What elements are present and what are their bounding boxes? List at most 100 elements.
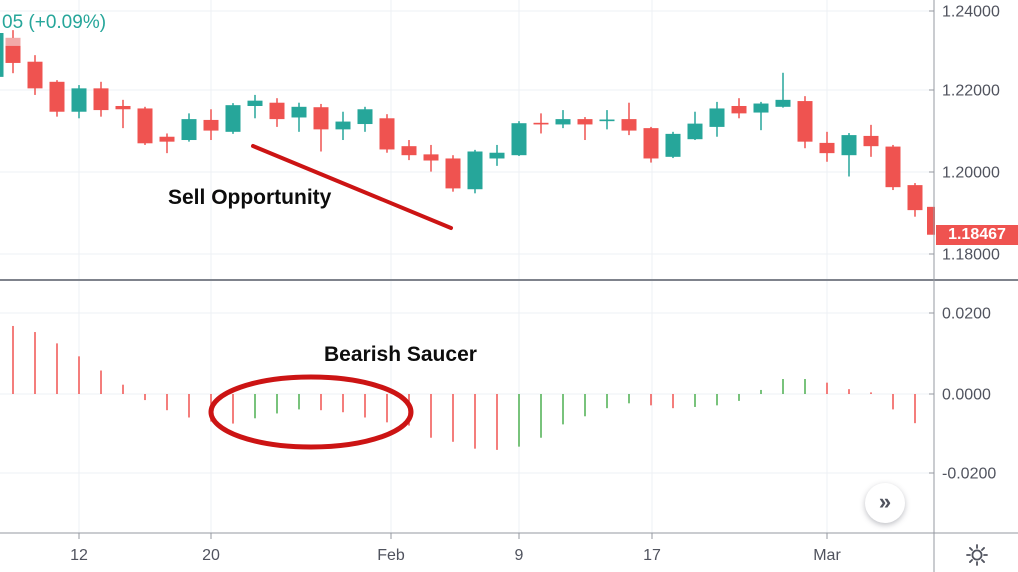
double-chevron-right-icon: » [878, 489, 892, 514]
candle[interactable] [71, 85, 87, 119]
candle[interactable] [335, 111, 351, 141]
candle[interactable] [819, 131, 835, 162]
candle[interactable] [49, 80, 65, 117]
scroll-to-realtime-button[interactable]: » [865, 483, 905, 523]
candle-body [225, 105, 241, 132]
candle[interactable] [115, 99, 131, 129]
candle-body [357, 109, 373, 125]
candle-body [511, 123, 527, 156]
candle-body [181, 119, 197, 141]
candle[interactable] [203, 109, 219, 141]
candle[interactable] [357, 106, 373, 132]
candle-body [0, 33, 4, 77]
price-tick-label: 1.24000 [942, 4, 1000, 21]
candle-body [885, 146, 901, 188]
candle[interactable] [621, 102, 637, 136]
price-tick-label: -0.0200 [942, 466, 996, 483]
trendline-annotation[interactable] [251, 144, 453, 230]
candle-body [775, 99, 791, 107]
ellipse-annotation[interactable] [208, 374, 414, 450]
candle-body [159, 136, 175, 142]
candle-body [731, 105, 747, 114]
candle-body [819, 142, 835, 154]
time-tick-label: 17 [643, 547, 661, 564]
candle[interactable] [489, 144, 505, 166]
price-tick-label: 1.18000 [942, 247, 1000, 264]
candle[interactable] [511, 121, 527, 157]
candle-body [115, 105, 131, 110]
candle[interactable] [467, 149, 483, 194]
time-tick-label: 20 [202, 547, 220, 564]
candle[interactable] [709, 101, 725, 137]
candle[interactable] [907, 183, 923, 217]
candle[interactable] [5, 30, 21, 74]
candle-body [467, 151, 483, 190]
candle[interactable] [885, 144, 901, 191]
candle[interactable] [93, 81, 109, 117]
candle-body [445, 158, 461, 189]
candle[interactable] [665, 131, 681, 159]
candle[interactable] [313, 103, 329, 152]
candle[interactable] [841, 133, 857, 177]
candle-body [49, 81, 65, 112]
candle[interactable] [291, 102, 307, 132]
candle[interactable] [533, 113, 549, 134]
candle[interactable] [27, 55, 43, 95]
candle[interactable] [159, 133, 175, 154]
candle[interactable] [797, 96, 813, 149]
sell-opportunity-label[interactable]: Sell Opportunity [168, 186, 332, 209]
candle[interactable] [555, 110, 571, 129]
candle[interactable] [599, 110, 615, 130]
candle[interactable] [423, 144, 439, 172]
candle-body [269, 102, 285, 120]
candle-body [379, 118, 395, 150]
candle-body [93, 88, 109, 111]
candle-body [841, 135, 857, 156]
candle-body [665, 133, 681, 157]
candle[interactable] [379, 114, 395, 153]
candle-body [797, 101, 813, 142]
candle-body [687, 123, 703, 140]
candle[interactable] [927, 206, 935, 235]
candle[interactable] [753, 101, 769, 131]
price-tick-label: 0.0200 [942, 306, 991, 323]
candle[interactable] [225, 103, 241, 134]
candle[interactable] [181, 113, 197, 142]
candle-body [137, 108, 153, 144]
candle[interactable] [577, 117, 593, 141]
candle[interactable] [269, 98, 285, 127]
candle-body [489, 152, 505, 159]
candle-body [907, 185, 923, 211]
candle[interactable] [863, 124, 879, 157]
candle-body [533, 122, 549, 125]
candle-body [927, 206, 935, 235]
bearish-saucer-label[interactable]: Bearish Saucer [324, 343, 477, 366]
candle-body [27, 61, 43, 89]
candle-body [643, 128, 659, 159]
candle[interactable] [137, 106, 153, 145]
candle[interactable] [401, 140, 417, 161]
candle[interactable] [775, 72, 791, 108]
candle-body-highlight [5, 37, 21, 46]
price-tick-label: 1.20000 [942, 165, 1000, 182]
price-tick-label: 0.0000 [942, 387, 991, 404]
drawing-annotations [208, 144, 453, 450]
candle-body [423, 154, 439, 161]
candle-body [555, 119, 571, 125]
candle-body [621, 119, 637, 131]
candle[interactable] [445, 155, 461, 192]
time-tick-label: 12 [70, 547, 88, 564]
candle[interactable] [731, 98, 747, 119]
candle[interactable] [687, 111, 703, 141]
time-axis-settings-icon[interactable] [966, 544, 988, 566]
candle[interactable] [643, 126, 659, 163]
candle[interactable] [0, 33, 4, 77]
candle-body [247, 100, 263, 106]
candle[interactable] [247, 94, 263, 119]
symbol-legend[interactable]: 05 (+0.09%) [2, 12, 107, 33]
axis-labels: 1.24000 1.22000 1.20000 1.18000 0.0200 0.0000… [70, 4, 1000, 565]
candle-body [577, 119, 593, 125]
gridlines [0, 0, 934, 533]
last-price-badge: 1.18467 [936, 225, 1018, 245]
